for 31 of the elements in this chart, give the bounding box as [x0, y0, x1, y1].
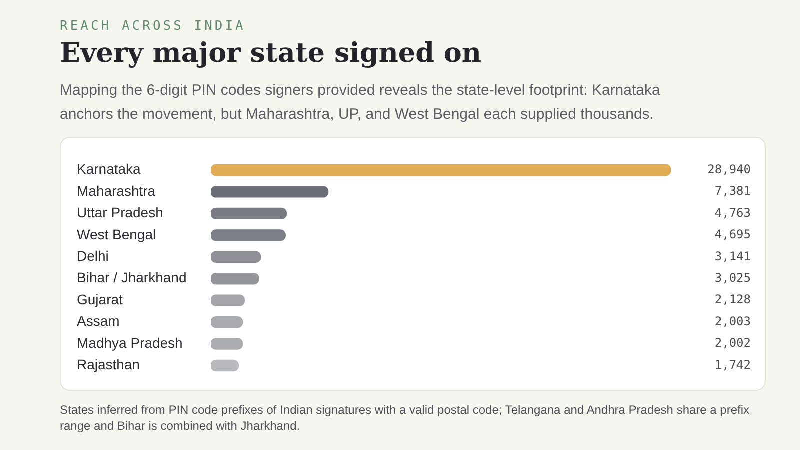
bar: [211, 164, 671, 176]
data-label: 3,025: [714, 270, 751, 285]
y-tick-label: Karnataka: [77, 161, 142, 178]
y-tick-label: West Bengal: [77, 226, 156, 242]
chart-subtitle: Mapping the 6-digit PIN codes signers provided reveals the state-level footprint: Karnataka anchors the movement, but Maharashtra, UP, and West Bengal each supplied thousands.: [60, 81, 662, 125]
bar: [211, 230, 286, 242]
data-label: 3,141: [714, 249, 751, 264]
text: States inferred from PIN code prefixes of Indian signatures with a valid postal code; Telangana and Andhra Pradesh share a prefix range and Bihar is combined with Jharkhand.: [60, 402, 750, 434]
bar: [211, 294, 246, 306]
data-label: 28,940: [708, 162, 751, 176]
bar: [211, 273, 260, 285]
y-tick-label: Madhya Pradesh: [77, 334, 183, 351]
y-tick-label: Bihar / Jharkhand: [77, 270, 187, 286]
data-label: 1,742: [714, 358, 751, 372]
text: REACH ACROSS INDIA: [60, 19, 246, 34]
data-label: 7,381: [714, 184, 751, 198]
y-tick-label: Uttar Pradesh: [77, 204, 164, 221]
data-label: 4,763: [714, 206, 751, 220]
y-tick-label: Assam: [77, 313, 120, 330]
chart-title: Every major state signed on: [60, 38, 482, 69]
y-tick-label: Gujarat: [77, 291, 124, 308]
data-label: 4,695: [714, 228, 751, 242]
y-tick-label: Rajasthan: [77, 356, 140, 373]
data-label: 2,002: [714, 336, 751, 350]
data-label: 2,003: [714, 314, 751, 328]
bar: [211, 251, 262, 263]
bar: [211, 208, 288, 220]
y-tick-label: Delhi: [77, 248, 109, 264]
data-label: 2,128: [714, 292, 751, 307]
bar: [211, 186, 329, 198]
y-tick-label: Maharashtra: [77, 182, 156, 199]
